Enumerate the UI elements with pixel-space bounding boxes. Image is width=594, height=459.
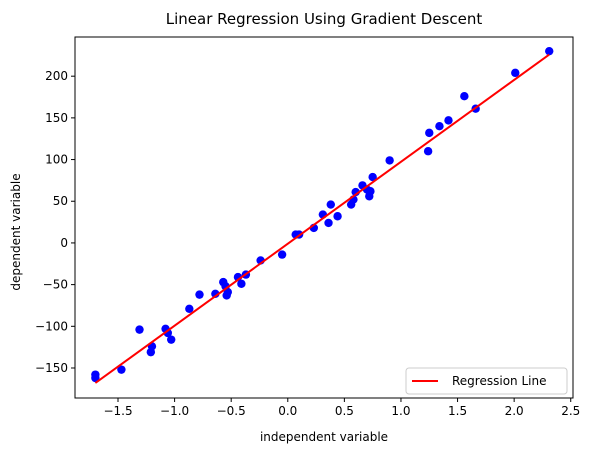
y-tick-label: 150 xyxy=(45,111,68,125)
y-tick-label: 0 xyxy=(60,236,68,250)
scatter-point xyxy=(423,147,433,156)
x-tick-label: −1.5 xyxy=(103,404,132,418)
scatter-point xyxy=(326,200,335,209)
x-tick-label: 0.0 xyxy=(278,404,297,418)
y-tick-label: −100 xyxy=(35,319,68,333)
y-tick-label: −150 xyxy=(35,361,68,375)
x-tick-label: −1.0 xyxy=(160,404,189,418)
scatter-point xyxy=(237,279,246,288)
y-tick-label: −50 xyxy=(43,278,68,292)
x-tick-label: 2.5 xyxy=(561,404,580,418)
y-tick-label: 50 xyxy=(53,194,68,208)
x-tick-label: 1.0 xyxy=(391,404,410,418)
scatter-point xyxy=(117,365,126,374)
scatter-point xyxy=(167,335,176,344)
scatter-point xyxy=(195,290,204,299)
y-axis-label: dependent variable xyxy=(9,173,23,290)
x-axis-ticks: −1.5 −1.0 −0.5 0.0 0.5 1.0 1.5 2.0 2.5 xyxy=(103,398,580,418)
scatter-point xyxy=(211,289,220,298)
scatter-point xyxy=(277,250,287,259)
scatter-point xyxy=(185,304,194,313)
scatter-point xyxy=(425,128,434,138)
chart-title: Linear Regression Using Gradient Descent xyxy=(166,10,483,28)
y-tick-label: 200 xyxy=(45,69,68,83)
x-axis-label: independent variable xyxy=(260,430,388,444)
scatter-point xyxy=(333,212,342,221)
plot-area xyxy=(91,46,554,384)
scatter-point xyxy=(511,68,520,78)
scatter-point xyxy=(368,172,377,182)
scatter-point xyxy=(135,325,144,334)
x-tick-label: 0.5 xyxy=(335,404,354,418)
scatter-point xyxy=(366,187,375,196)
scatter-point xyxy=(324,218,333,228)
legend: Regression Line xyxy=(405,367,568,395)
scatter-point xyxy=(460,91,469,101)
regression-line xyxy=(94,53,550,384)
legend-label-regression-line: Regression Line xyxy=(452,374,546,388)
scatter-point xyxy=(435,122,444,131)
x-tick-label: 1.5 xyxy=(448,404,467,418)
y-axis-ticks: −150 −100 −50 0 50 100 150 200 xyxy=(35,69,75,375)
scatter-point xyxy=(385,156,394,165)
x-tick-label: −0.5 xyxy=(217,404,246,418)
y-tick-label: 100 xyxy=(45,153,68,167)
scatter-point xyxy=(444,116,453,125)
x-tick-label: 2.0 xyxy=(505,404,524,418)
scatter-point xyxy=(223,287,232,297)
plot-frame xyxy=(74,36,574,399)
scatter-point xyxy=(91,370,100,379)
legend-box xyxy=(405,367,568,395)
scatter-point xyxy=(545,46,554,56)
